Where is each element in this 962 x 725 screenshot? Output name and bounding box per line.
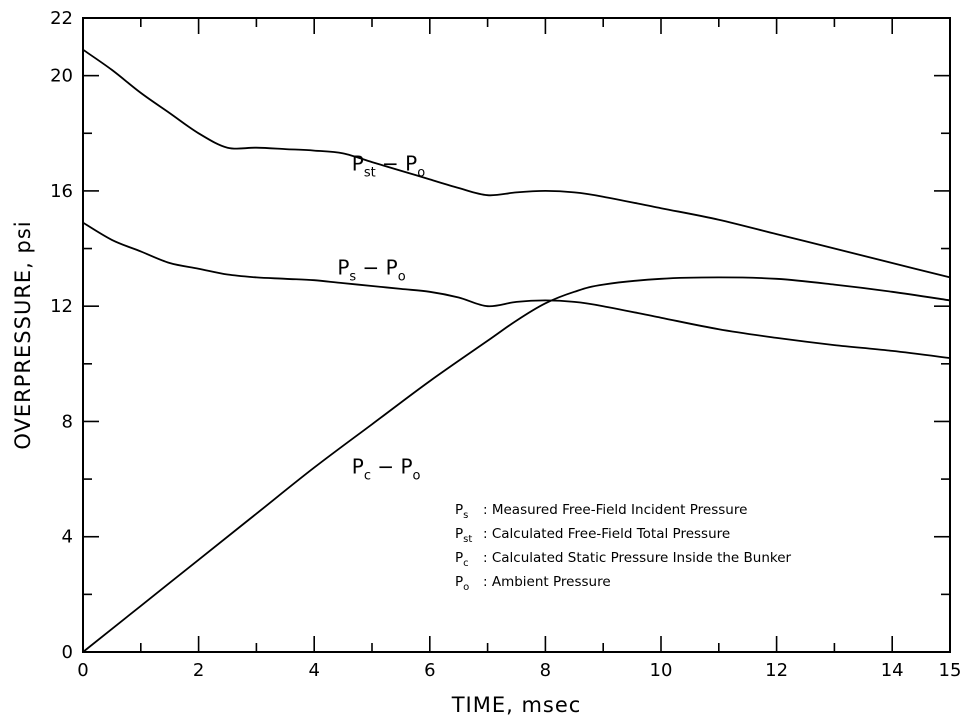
y-tick-label: 8 (62, 411, 73, 432)
curve-labels: Pst − Po Ps − Po Pc − Po (337, 152, 425, 484)
x-tick-label: 10 (650, 660, 673, 681)
legend-text: : Ambient Pressure (483, 574, 611, 590)
y-axis-title: OVERPRESSURE, psi (11, 220, 35, 449)
y-tick-label: 12 (50, 296, 73, 317)
x-tick-label: 2 (193, 660, 204, 681)
legend-text: : Calculated Static Pressure Inside the … (483, 550, 792, 566)
x-tick-label: 15 (939, 660, 962, 681)
y-tick-label: 4 (62, 527, 73, 548)
legend-symbol: Po (455, 574, 469, 593)
series-pc-label: Pc − Po (352, 454, 421, 483)
series-ps-line (82, 221, 951, 359)
y-tick-label: 0 (62, 642, 73, 663)
axis-ticks (82, 17, 951, 653)
legend: Ps : Measured Free-Field Incident Pressur… (455, 502, 792, 593)
x-tick-label: 14 (881, 660, 904, 681)
legend-text: : Calculated Free-Field Total Pressure (483, 526, 730, 542)
y-tick-label: 22 (50, 8, 73, 29)
legend-symbol: Pst (455, 526, 472, 545)
tick-labels: 0 2 4 6 8 10 12 14 15 0 4 8 12 16 20 22 (50, 8, 961, 681)
plot-frame (82, 17, 951, 653)
x-tick-label: 4 (308, 660, 319, 681)
x-tick-label: 12 (765, 660, 788, 681)
x-tick-label: 6 (424, 660, 435, 681)
data-curves (82, 48, 951, 653)
legend-text: : Measured Free-Field Incident Pressure (483, 502, 747, 518)
legend-symbol: Ps (455, 502, 468, 521)
y-tick-label: 20 (50, 66, 73, 87)
series-pst-label: Pst − Po (352, 152, 425, 181)
x-tick-label: 8 (540, 660, 551, 681)
series-pc-line (82, 276, 951, 653)
series-ps-label: Ps − Po (337, 255, 405, 284)
legend-symbol: Pc (455, 550, 469, 569)
y-tick-label: 16 (50, 181, 73, 202)
x-tick-label: 0 (77, 660, 88, 681)
x-axis-title: TIME, msec (451, 693, 582, 717)
series-pst-line (82, 48, 951, 279)
